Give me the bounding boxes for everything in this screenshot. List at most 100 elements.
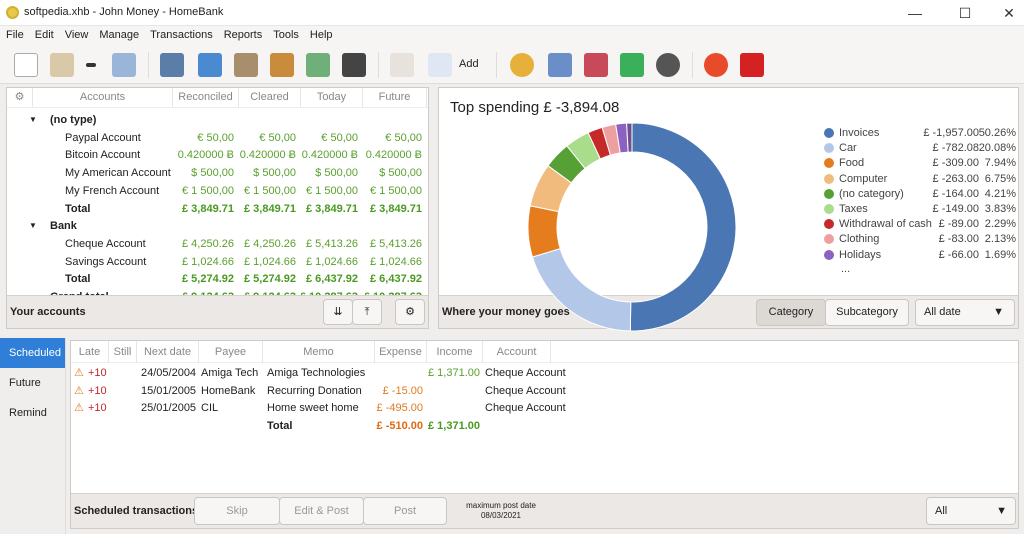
collapse-all-button[interactable]: ⤒ [352, 299, 382, 325]
col-today[interactable]: Today [301, 88, 363, 107]
menu-file[interactable]: File [6, 29, 24, 41]
tab-scheduled[interactable]: Scheduled [0, 338, 65, 368]
account-group-row[interactable]: ▼ Bank [7, 217, 427, 235]
budget-report-icon[interactable] [620, 53, 644, 77]
expander-triangle-icon[interactable]: ▼ [29, 115, 37, 124]
menu-view[interactable]: View [64, 29, 89, 41]
account-value: € 50,00 [321, 131, 358, 144]
account-name: Savings Account [65, 255, 147, 268]
budget-icon[interactable] [270, 53, 294, 77]
account-name: Bitcoin Account [65, 149, 141, 162]
statistics-pie-icon[interactable] [510, 53, 534, 77]
legend-item[interactable]: Computer £ -263.00 6.75% [824, 172, 1016, 187]
legend-item[interactable]: Holidays £ -66.00 1.69% [824, 248, 1016, 263]
new-file-icon[interactable] [14, 53, 38, 77]
column-settings-icon[interactable]: ⚙ [7, 88, 33, 107]
tab-subcategory[interactable]: Subcategory [825, 299, 909, 326]
account-row[interactable]: My American Account $ 500,00 $ 500,00 $ 500… [7, 164, 427, 182]
account-value: € 50,00 [259, 131, 296, 144]
menu-reports[interactable]: Reports [223, 29, 263, 41]
minimize-button[interactable]: — [908, 5, 922, 21]
post-button[interactable]: Post [363, 497, 447, 525]
expand-all-button[interactable]: ⇊ [323, 299, 353, 325]
categories-icon[interactable] [234, 53, 258, 77]
grand-total-value: £ 9,124.63 [182, 288, 234, 295]
accounts-settings-button[interactable]: ⚙ [395, 299, 425, 325]
legend-item[interactable]: Food £ -309.00 7.94% [824, 156, 1016, 171]
save-icon[interactable] [112, 53, 136, 77]
payees-icon[interactable] [198, 53, 222, 77]
car-cost-icon[interactable] [656, 53, 680, 77]
col-reconciled[interactable]: Reconciled [173, 88, 239, 107]
legend-item[interactable]: (no category) £ -164.00 4.21% [824, 187, 1016, 202]
col-expense[interactable]: Expense [375, 341, 427, 363]
col-memo[interactable]: Memo [263, 341, 375, 363]
open-file-icon[interactable] [50, 53, 74, 77]
col-late[interactable]: Late [71, 341, 109, 363]
skip-button[interactable]: Skip [194, 497, 280, 525]
legend-category: Computer [839, 172, 888, 185]
account-row[interactable]: Cheque Account £ 4,250.26 £ 4,250.26 £ 5,41… [7, 235, 427, 253]
date-range-value: All date [924, 306, 961, 318]
legend-amount: £ -83.00 [938, 233, 979, 246]
scheduled-row[interactable]: ⚠ +10 15/01/2005 HomeBank Recurring Donation… [71, 382, 1018, 400]
account-row[interactable]: Savings Account £ 1,024.66 £ 1,024.66 £ 1,0… [7, 253, 427, 271]
col-cleared[interactable]: Cleared [239, 88, 301, 107]
add-button-label[interactable]: Add [459, 58, 479, 70]
trend-time-icon[interactable] [548, 53, 572, 77]
account-row[interactable]: My French Account € 1 500,00 € 1 500,00 € 1… [7, 182, 427, 200]
legend-item[interactable]: Clothing £ -83.00 2.13% [824, 232, 1016, 247]
assistant-wand-icon[interactable] [342, 53, 366, 77]
menu-edit[interactable]: Edit [34, 29, 54, 41]
col-future[interactable]: Future [363, 88, 427, 107]
next-date: 24/05/2004 [141, 367, 197, 379]
col-income[interactable]: Income [427, 341, 483, 363]
next-date: 25/01/2005 [141, 402, 197, 415]
expander-triangle-icon[interactable]: ▼ [29, 221, 37, 231]
legend-item[interactable]: Car £ -782.08 20.08% [824, 141, 1016, 156]
menu-bar: File Edit View Manage Transactions Reports Too… [0, 26, 1024, 46]
accounts-icon[interactable] [160, 53, 184, 77]
legend-item[interactable]: Withdrawal of cash £ -89.00 2.29% [824, 217, 1016, 232]
account-row[interactable]: Bitcoin Account 0.420000 Ƀ 0.420000 Ƀ 0.420… [7, 146, 427, 164]
total-value: £ 6,437.92 [370, 273, 422, 286]
menu-manage[interactable]: Manage [99, 29, 140, 41]
ledger-book-icon[interactable] [390, 53, 414, 77]
payee: Amiga Tech [201, 367, 259, 379]
dropdown-icon[interactable] [86, 63, 96, 67]
help-lifebuoy-icon[interactable] [704, 53, 728, 77]
account-row[interactable]: Paypal Account € 50,00 € 50,00 € 50,00 € 50,… [7, 129, 427, 147]
legend-category: Taxes [839, 203, 868, 215]
legend-item[interactable]: Invoices £ -1,957.00 50.26% [824, 126, 1016, 141]
col-next-date[interactable]: Next date [137, 341, 199, 363]
close-button[interactable]: ✕ [1003, 5, 1015, 21]
scheduled-row[interactable]: ⚠ +10 25/01/2005 CIL Home sweet home £ -495.0… [71, 399, 1018, 417]
edit-post-button[interactable]: Edit & Post [279, 497, 364, 525]
donate-heart-icon[interactable] [740, 53, 764, 77]
archive-icon[interactable] [306, 53, 330, 77]
filter-select[interactable]: All ▼ [926, 497, 1016, 525]
menu-help[interactable]: Help [309, 29, 333, 41]
legend-category: (no category) [839, 187, 904, 200]
maximize-button[interactable]: ☐ [958, 5, 972, 21]
legend-percent: 2.29% [984, 218, 1016, 231]
col-still[interactable]: Still [109, 341, 137, 363]
scheduled-row[interactable]: ⚠ +10 24/05/2004 Amiga Tech Amiga Technologi… [71, 364, 1018, 382]
add-transaction-icon[interactable] [428, 53, 452, 77]
scheduled-total-row: Total £ -510.00 £ 1,371.00 [71, 417, 1018, 435]
date-range-select[interactable]: All date ▼ [915, 299, 1015, 326]
divider [65, 338, 66, 534]
menu-transactions[interactable]: Transactions [150, 29, 213, 41]
tab-future[interactable]: Future [9, 377, 41, 389]
tab-remind[interactable]: Remind [9, 407, 47, 419]
menu-tools[interactable]: Tools [273, 29, 299, 41]
col-accounts[interactable]: Accounts [33, 88, 173, 107]
balance-chart-icon[interactable] [584, 53, 608, 77]
legend-item[interactable]: Taxes £ -149.00 3.83% [824, 202, 1016, 217]
tab-category[interactable]: Category [756, 299, 826, 326]
col-account[interactable]: Account [483, 341, 551, 363]
legend-percent: 3.83% [984, 203, 1016, 215]
col-payee[interactable]: Payee [199, 341, 263, 363]
account-group-row[interactable]: ▼ (no type) [7, 111, 427, 129]
account-value: £ 1,024.66 [370, 255, 422, 268]
